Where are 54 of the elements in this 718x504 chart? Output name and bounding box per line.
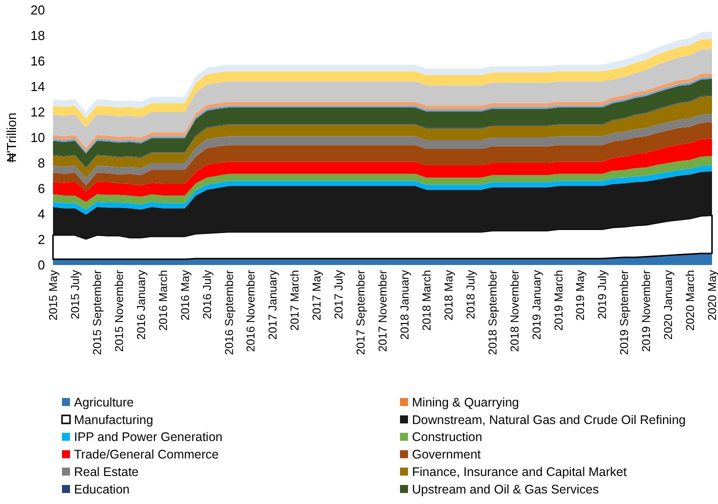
x-tick-label: 2016 September: [224, 270, 236, 356]
y-tick-label: 20: [30, 2, 45, 18]
y-tick-label: 4: [38, 206, 45, 222]
y-tick-label: 16: [30, 54, 45, 69]
legend-label: Real Estate: [74, 464, 139, 479]
x-tick-label: 2016 May: [180, 270, 192, 321]
x-tick-label: 2017 September: [356, 270, 368, 356]
y-tick-label: 10: [30, 130, 45, 146]
x-tick-label: 2015 May: [48, 270, 60, 321]
x-tick-label: 2018 November: [509, 270, 522, 352]
x-tick-label: 2016 November: [246, 270, 258, 352]
x-tick-label: 2016 March: [158, 270, 170, 331]
legend-label: Finance, Insurance and Capital Market: [412, 464, 628, 479]
x-tick-label: 2019 September: [619, 270, 632, 356]
x-tick-label: 2020 March: [685, 270, 698, 331]
x-tick-label: 2017 May: [312, 270, 324, 321]
legend-label: Education: [74, 482, 130, 496]
x-tick-label: 2015 November: [114, 270, 126, 352]
x-tick-label: 2017 November: [378, 270, 390, 352]
y-tick-label: 2: [38, 232, 45, 248]
y-tick-label: 0: [38, 258, 45, 273]
x-tick-label: 2019 January: [531, 270, 544, 340]
y-tick-label: 6: [38, 181, 45, 196]
x-tick-label: 2019 May: [575, 270, 588, 321]
legend-label: Agriculture: [74, 395, 134, 410]
legend-label: Trade/General Commerce: [74, 448, 219, 462]
legend-label: IPP and Power Generation: [74, 430, 223, 444]
legend-label: Mining & Quarrying: [412, 395, 520, 410]
x-tick-label: 2019 March: [553, 270, 566, 331]
x-tick-label: 2017 January: [268, 270, 280, 340]
x-tick-label: 2018 July: [465, 270, 478, 320]
x-tick-label: 2016 January: [136, 270, 148, 340]
legend-label: Downstream, Natural Gas and Crude Oil Refining: [412, 412, 686, 427]
x-tick-label: 2017 March: [290, 270, 302, 331]
x-tick-label: 2018 January: [399, 270, 412, 340]
legend-label: Construction: [412, 430, 482, 444]
legend-label: Upstream and Oil & Gas Services: [412, 482, 599, 496]
x-tick-label: 2019 July: [597, 270, 610, 320]
x-tick-label: 2019 November: [641, 270, 654, 352]
y-tick-label: 14: [30, 79, 45, 94]
x-tick-label: 2018 March: [421, 270, 434, 331]
legend-label: Manufacturing: [74, 412, 154, 427]
x-tick-label: 2015 September: [92, 270, 104, 356]
y-tick-label: 18: [30, 28, 45, 44]
y-tick-label: 12: [30, 104, 45, 120]
x-tick-label: 2018 May: [443, 270, 456, 321]
x-tick-label: 2016 July: [202, 270, 214, 320]
legend-label: Government: [412, 448, 482, 462]
y-tick-label: 8: [38, 156, 45, 171]
x-tick-label: 2017 July: [334, 270, 346, 320]
x-tick-label: 2018 September: [487, 270, 500, 356]
y-axis-title: ₦'Trillion: [4, 112, 19, 162]
x-tick-label: 2020 January: [663, 270, 676, 340]
x-tick-label: 2015 July: [70, 270, 82, 320]
